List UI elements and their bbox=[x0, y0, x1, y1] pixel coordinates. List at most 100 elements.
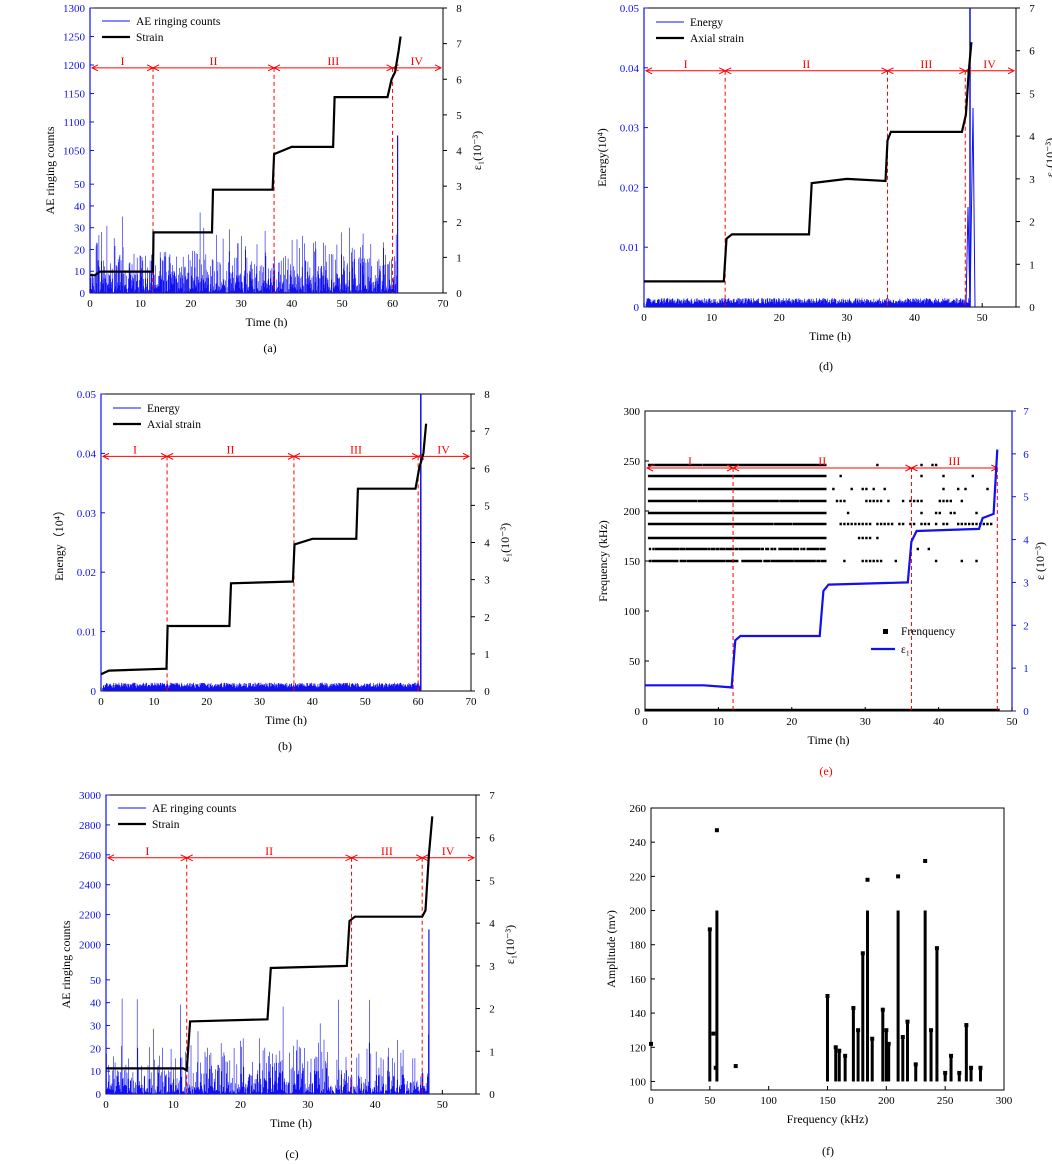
y2-tick-label: 1 bbox=[489, 1046, 495, 1058]
stage-label: I bbox=[121, 54, 125, 68]
y-tick-label: 180 bbox=[630, 940, 647, 952]
y-tick-label: 0.03 bbox=[77, 508, 97, 520]
x-axis-label: Time (h) bbox=[809, 329, 851, 343]
y2-tick-label: 2 bbox=[489, 1004, 495, 1016]
y2-tick-label: 2 bbox=[484, 612, 490, 624]
amplitude-point bbox=[969, 1065, 974, 1070]
amplitude-point bbox=[711, 1031, 716, 1036]
y2-tick-label: 3 bbox=[456, 181, 462, 193]
amplitude-point bbox=[964, 1023, 969, 1028]
x-tick-label: 20 bbox=[774, 312, 786, 324]
y2-tick-label: 0 bbox=[489, 1089, 495, 1101]
y-tick-label: 0.04 bbox=[77, 448, 97, 460]
y-tick-label: 0 bbox=[635, 706, 641, 718]
x-tick-label: 50 bbox=[337, 298, 349, 310]
legend-label: AE ringing counts bbox=[136, 16, 221, 28]
y2-tick-label: 4 bbox=[484, 538, 490, 550]
y2-tick-label: 2 bbox=[456, 217, 462, 229]
y-tick-label: 1200 bbox=[63, 60, 86, 72]
y-tick-label: 2000 bbox=[79, 940, 102, 952]
plot-frame bbox=[100, 393, 472, 692]
amplitude-point bbox=[649, 1041, 653, 1046]
y-tick-label: 200 bbox=[630, 906, 647, 918]
y-axis-label: Energy(10⁴) bbox=[595, 128, 609, 187]
panel-caption: (e) bbox=[819, 764, 832, 778]
y2-tick-label: 6 bbox=[1023, 449, 1029, 461]
stage-label: II bbox=[818, 454, 826, 468]
x-tick-label: 50 bbox=[1007, 716, 1019, 728]
y-tick-label: 1100 bbox=[63, 117, 85, 129]
y-tick-label: 0.01 bbox=[620, 242, 639, 254]
y2-axis-label: ε (10⁻³) bbox=[1033, 542, 1047, 580]
stage-label: IV bbox=[410, 54, 423, 68]
stage-label: I bbox=[133, 442, 137, 456]
x-tick-label: 0 bbox=[103, 1099, 109, 1111]
y2-tick-label: 0 bbox=[456, 288, 462, 300]
y2-tick-label: 5 bbox=[1023, 492, 1029, 504]
plot-frame bbox=[105, 794, 477, 1095]
y-tick-label: 0.01 bbox=[77, 627, 96, 639]
x-tick-label: 60 bbox=[387, 298, 399, 310]
y2-tick-label: 4 bbox=[1023, 535, 1029, 547]
y2-tick-label: 1 bbox=[456, 252, 462, 264]
legend-label: Strain bbox=[152, 819, 180, 831]
y2-tick-label: 5 bbox=[456, 110, 462, 122]
stage-label: III bbox=[350, 442, 362, 456]
y-tick-label: 20 bbox=[90, 1043, 102, 1055]
x-tick-label: 50 bbox=[704, 1095, 716, 1107]
stage-label: IV bbox=[442, 844, 455, 858]
y-tick-label: 10 bbox=[90, 1066, 102, 1078]
x-tick-label: 10 bbox=[706, 312, 718, 324]
y-tick-label: 150 bbox=[624, 556, 641, 568]
stage-arrow-head bbox=[724, 67, 732, 75]
amplitude-point bbox=[923, 858, 928, 863]
y-tick-label: 100 bbox=[630, 1076, 647, 1088]
legend-swatch bbox=[883, 629, 888, 634]
stage-arrow-head bbox=[151, 64, 160, 72]
y2-tick-label: 0 bbox=[484, 686, 490, 698]
stage-label: III bbox=[948, 454, 960, 468]
y2-tick-label: 3 bbox=[1029, 174, 1035, 186]
x-tick-label: 250 bbox=[937, 1095, 954, 1107]
y2-tick-label: 1 bbox=[1029, 259, 1035, 271]
y-tick-label: 0 bbox=[634, 302, 640, 314]
y-tick-label: 40 bbox=[74, 201, 86, 213]
y-tick-label: 250 bbox=[624, 456, 641, 468]
stage-label: II bbox=[210, 54, 218, 68]
x-tick-label: 20 bbox=[235, 1099, 247, 1111]
x-tick-label: 20 bbox=[201, 696, 213, 708]
stage-arrow-head bbox=[462, 452, 471, 460]
y-tick-label: 220 bbox=[630, 871, 647, 883]
ae-counts-series bbox=[90, 212, 398, 293]
y2-tick-label: 6 bbox=[489, 833, 495, 845]
y-axis-label: AE ringing counts bbox=[59, 920, 73, 1008]
y2-tick-label: 7 bbox=[1023, 406, 1029, 418]
y2-tick-label: 7 bbox=[489, 790, 495, 802]
y-tick-label: 0.02 bbox=[620, 182, 639, 194]
x-axis-label: Time (h) bbox=[808, 733, 850, 747]
panel-caption: (d) bbox=[819, 359, 833, 373]
amplitude-point bbox=[733, 1064, 738, 1069]
x-tick-label: 300 bbox=[996, 1095, 1013, 1107]
amplitude-point bbox=[949, 1053, 954, 1058]
y-tick-label: 50 bbox=[74, 179, 86, 191]
y-tick-label: 50 bbox=[629, 656, 641, 668]
x-tick-label: 0 bbox=[642, 716, 648, 728]
y-tick-label: 300 bbox=[624, 406, 641, 418]
x-tick-label: 50 bbox=[437, 1099, 449, 1111]
x-tick-label: 40 bbox=[909, 312, 921, 324]
panel-caption: (b) bbox=[278, 739, 292, 753]
x-tick-label: 150 bbox=[819, 1095, 836, 1107]
strain-series-line bbox=[100, 423, 428, 676]
y2-tick-label: 8 bbox=[456, 3, 462, 15]
y2-axis-label: ε₁(10⁻³) bbox=[503, 925, 517, 964]
stage-label: IV bbox=[437, 442, 450, 456]
y2-tick-label: 6 bbox=[484, 463, 490, 475]
x-tick-label: 30 bbox=[302, 1099, 314, 1111]
amplitude-point bbox=[707, 927, 712, 932]
amplitude-point bbox=[934, 946, 939, 951]
y-tick-label: 1250 bbox=[63, 32, 86, 44]
